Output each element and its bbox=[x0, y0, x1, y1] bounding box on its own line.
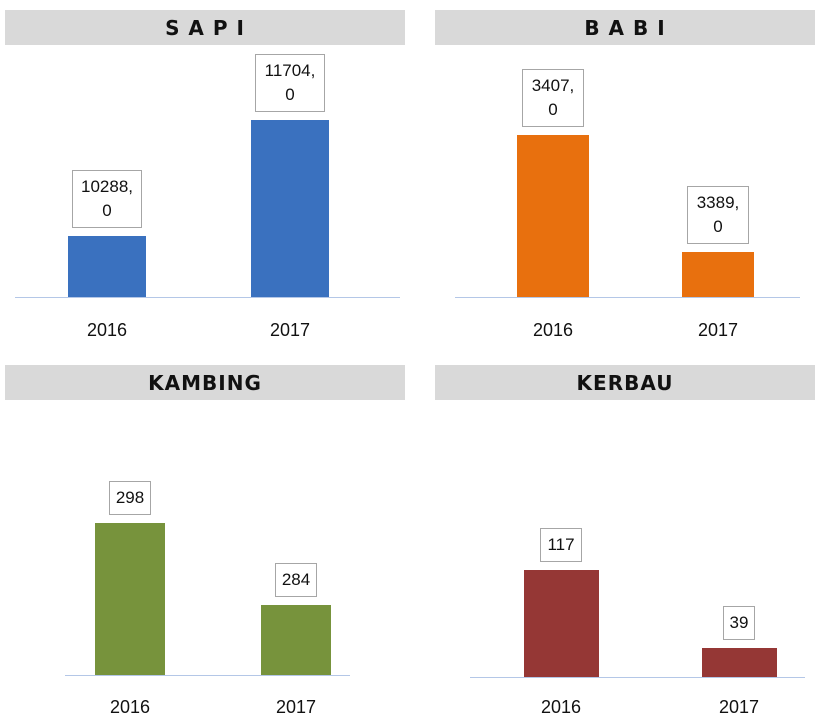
bar bbox=[95, 522, 165, 675]
x-tick-label: 2017 bbox=[275, 697, 317, 717]
panel-title: S A P I bbox=[5, 10, 405, 45]
bar bbox=[68, 235, 146, 297]
bar bbox=[251, 119, 329, 297]
data-label: 10288,0 bbox=[71, 169, 143, 228]
bar bbox=[261, 604, 331, 675]
data-label: 11704,0 bbox=[254, 53, 326, 112]
baseline bbox=[15, 297, 400, 298]
x-tick-label: 2016 bbox=[109, 697, 151, 717]
data-label: 117 bbox=[540, 528, 582, 562]
x-tick-label: 2016 bbox=[86, 320, 128, 340]
baseline bbox=[470, 677, 805, 678]
panel-title: B A B I bbox=[435, 10, 815, 45]
x-tick-label: 2017 bbox=[718, 697, 760, 717]
x-tick-label: 2017 bbox=[697, 320, 739, 340]
bar bbox=[523, 570, 599, 677]
panel-title: KERBAU bbox=[435, 365, 815, 400]
panel-title: KAMBING bbox=[5, 365, 405, 400]
data-label: 3407,0 bbox=[522, 69, 584, 128]
data-label: 39 bbox=[722, 606, 756, 640]
bar bbox=[682, 251, 754, 297]
baseline bbox=[65, 675, 350, 676]
bar bbox=[517, 135, 589, 297]
baseline bbox=[455, 297, 800, 298]
bar bbox=[701, 648, 777, 677]
data-label: 298 bbox=[108, 480, 152, 515]
data-label: 284 bbox=[274, 562, 318, 597]
x-tick-label: 2017 bbox=[269, 320, 311, 340]
x-tick-label: 2016 bbox=[532, 320, 574, 340]
data-label: 3389,0 bbox=[687, 185, 749, 244]
x-tick-label: 2016 bbox=[540, 697, 582, 717]
